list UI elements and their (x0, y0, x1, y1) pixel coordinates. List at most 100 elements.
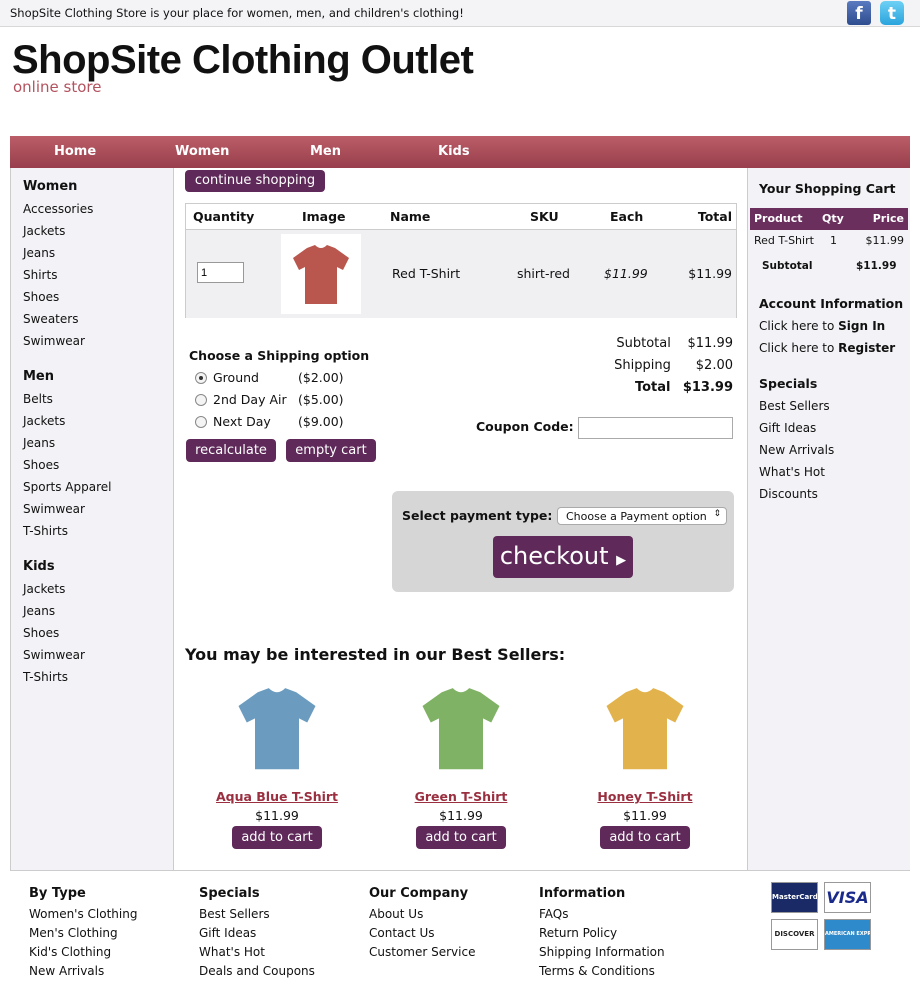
add-to-cart-button[interactable]: add to cart (232, 826, 322, 849)
sidebar-item[interactable]: Jeans (23, 604, 56, 618)
nav-women[interactable]: Women (175, 144, 230, 159)
specials-link[interactable]: Discounts (759, 487, 818, 501)
sidebar-item[interactable]: Shoes (23, 626, 60, 640)
cart-summary-row: Red T-Shirt 1 $11.99 (750, 234, 908, 250)
tshirt-image[interactable] (590, 673, 700, 783)
sidebar-item[interactable]: Jackets (23, 224, 66, 238)
amex-logo: AMERICAN EXPRESS (824, 919, 871, 950)
sidebar-item[interactable]: T-Shirts (23, 670, 69, 684)
footer-link[interactable]: Contact Us (369, 926, 435, 940)
specials-link[interactable]: What's Hot (759, 465, 825, 479)
footer-link[interactable]: New Arrivals (29, 964, 105, 978)
summary-qty: 1 (830, 234, 837, 247)
empty-cart-button[interactable]: empty cart (286, 439, 376, 462)
footer-link[interactable]: Terms & Conditions (539, 964, 655, 978)
footer-link[interactable]: Deals and Coupons (199, 964, 315, 978)
nav-men[interactable]: Men (310, 144, 342, 159)
footer-link[interactable]: About Us (369, 907, 424, 921)
coupon-input[interactable] (578, 417, 733, 439)
sidebar-item[interactable]: Swimwear (23, 648, 85, 662)
register-link[interactable]: Click here to Register (759, 341, 895, 355)
checkout-button[interactable]: checkout ▶ (493, 536, 633, 578)
sidebar-item[interactable]: Accessories (23, 202, 94, 216)
footer-column: Information FAQs Return Policy Shipping Inf… (539, 886, 665, 981)
sidebar-item[interactable]: Jackets (23, 582, 66, 596)
footer-link[interactable]: Best Sellers (199, 907, 270, 921)
footer-link[interactable]: Customer Service (369, 945, 476, 959)
shipping-option-label[interactable]: 2nd Day Air (213, 392, 287, 407)
add-to-cart-button[interactable]: add to cart (416, 826, 506, 849)
product-link[interactable]: Honey T-Shirt (597, 789, 693, 804)
twitter-icon[interactable]: t (880, 1, 904, 25)
shipping-option-label[interactable]: Ground (213, 370, 259, 385)
category-men[interactable]: Men (23, 369, 55, 384)
item-name: Red T-Shirt (392, 266, 461, 281)
footer-link[interactable]: Kid's Clothing (29, 945, 112, 959)
subtotal-value: $11.99 (687, 336, 734, 351)
tshirt-image[interactable] (406, 673, 516, 783)
specials-link[interactable]: New Arrivals (759, 443, 835, 457)
sidebar-item[interactable]: Sports Apparel (23, 480, 112, 494)
footer-heading: Information (539, 886, 626, 901)
visa-logo: VISA (824, 882, 871, 913)
product-link[interactable]: Green T-Shirt (414, 789, 508, 804)
tshirt-image[interactable] (222, 673, 332, 783)
sidebar-item[interactable]: Sweaters (23, 312, 79, 326)
shipping-radio[interactable] (195, 394, 207, 406)
nav-kids[interactable]: Kids (438, 144, 470, 159)
footer-link[interactable]: Return Policy (539, 926, 618, 940)
col-sku: SKU (530, 209, 559, 224)
product-price: $11.99 (439, 808, 483, 823)
shipping-title: Choose a Shipping option (189, 348, 370, 363)
footer-link[interactable]: Shipping Information (539, 945, 665, 959)
right-sidebar: Your Shopping Cart Product Qty Price Red… (747, 168, 910, 870)
recalculate-button[interactable]: recalculate (186, 439, 276, 462)
footer-link[interactable]: Women's Clothing (29, 907, 138, 921)
footer-heading: Our Company (369, 886, 469, 901)
footer-link[interactable]: Gift Ideas (199, 926, 257, 940)
sidebar-item[interactable]: Belts (23, 392, 53, 406)
specials-link[interactable]: Gift Ideas (759, 421, 817, 435)
item-total: $11.99 (688, 266, 732, 281)
sidebar-item[interactable]: Shoes (23, 458, 60, 472)
continue-shopping-button[interactable]: continue shopping (185, 170, 325, 192)
sidebar-item[interactable]: T-Shirts (23, 524, 69, 538)
add-to-cart-button[interactable]: add to cart (600, 826, 690, 849)
tshirt-icon (422, 688, 500, 770)
facebook-icon[interactable]: f (847, 1, 871, 25)
nav-home[interactable]: Home (54, 144, 97, 159)
checkout-label: checkout (499, 542, 609, 570)
cart-summary-title: Your Shopping Cart (759, 181, 896, 196)
footer-link[interactable]: Men's Clothing (29, 926, 118, 940)
category-kids[interactable]: Kids (23, 559, 55, 574)
col-image: Image (302, 209, 346, 224)
register-label[interactable]: Register (838, 341, 896, 355)
top-bar: ShopSite Clothing Store is your place fo… (0, 0, 920, 27)
shipping-option-label[interactable]: Next Day (213, 414, 271, 429)
quantity-input[interactable] (197, 262, 244, 283)
footer-link[interactable]: FAQs (539, 907, 569, 921)
sidebar-item[interactable]: Shirts (23, 268, 58, 282)
shipping-radio[interactable] (195, 372, 207, 384)
shipping-radio[interactable] (195, 416, 207, 428)
footer-link[interactable]: What's Hot (199, 945, 265, 959)
item-sku: shirt-red (517, 266, 570, 281)
col-product: Product (754, 212, 803, 225)
sign-in-link[interactable]: Click here to Sign In (759, 319, 885, 333)
col-qty: Qty (822, 212, 844, 225)
sidebar-item[interactable]: Jeans (23, 246, 56, 260)
coupon-label: Coupon Code: (476, 419, 574, 434)
shipping-option-price: ($9.00) (298, 414, 344, 429)
specials-link[interactable]: Best Sellers (759, 399, 830, 413)
sidebar-item[interactable]: Jeans (23, 436, 56, 450)
summary-product: Red T-Shirt (754, 234, 814, 247)
sidebar-item[interactable]: Jackets (23, 414, 66, 428)
sidebar-item[interactable]: Shoes (23, 290, 60, 304)
col-price: Price (872, 212, 904, 225)
sidebar-item[interactable]: Swimwear (23, 502, 85, 516)
product-link[interactable]: Aqua Blue T-Shirt (215, 789, 339, 804)
category-women[interactable]: Women (23, 179, 78, 194)
sign-in-label[interactable]: Sign In (838, 319, 886, 333)
sidebar-item[interactable]: Swimwear (23, 334, 85, 348)
payment-select[interactable]: Choose a Payment option ⇕ (557, 507, 727, 525)
